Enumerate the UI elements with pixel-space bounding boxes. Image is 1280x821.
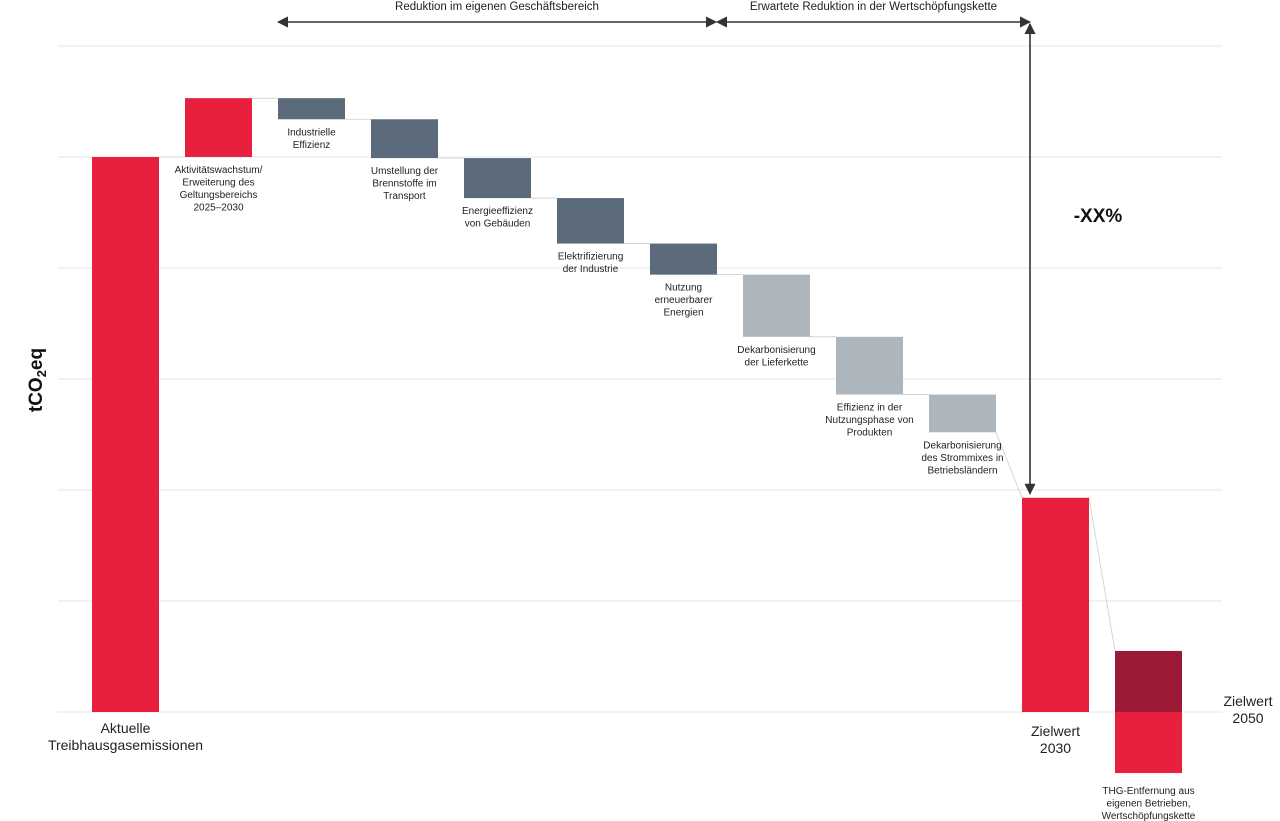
- bar-8: [836, 336, 903, 395]
- bar-6: [650, 243, 717, 275]
- bar-10: [1022, 497, 1089, 712]
- bar-label-0: Aktuelle Treibhausgasemissionen: [48, 720, 203, 753]
- bar-labels: Aktuelle Treibhausgasemissionen Aktivitäts…: [48, 127, 1273, 821]
- bar-1: [185, 98, 252, 157]
- bar-label-7: Dekarbonisierung der Lieferkette: [737, 345, 815, 369]
- bar-removal: [1115, 712, 1182, 774]
- bar-11: [1115, 650, 1182, 712]
- bar-label-11: Zielwert 2050: [1223, 693, 1272, 726]
- bar-label-10: Zielwert 2030: [1031, 723, 1080, 756]
- bar-5: [557, 198, 624, 244]
- bar-label-6: Nutzung erneuerbarer Energien: [655, 283, 713, 319]
- annotations: Reduktion im eigenen Geschäftsbereich Erw…: [276, 1, 1036, 495]
- bar-label-4: Energieeffizienz von Gebäuden: [462, 206, 533, 230]
- bar-2: [278, 98, 345, 120]
- reduction-percentage: -XX%: [1074, 206, 1123, 227]
- bar-9: [929, 394, 996, 433]
- bar-label-9: Dekarbonisierung des Strommixes in Betrieb…: [921, 440, 1003, 476]
- bar-7: [743, 274, 810, 337]
- removal-label: THG-Entfernung aus eigenen Betrieben, Wert…: [1102, 786, 1196, 821]
- bar-label-2: Industrielle Effizienz: [287, 127, 336, 151]
- bar-3: [371, 119, 438, 159]
- range-label-1: Erwartete Reduktion in der Wertschöpfung…: [750, 1, 997, 13]
- range-label-0: Reduktion im eigenen Geschäftsbereich: [395, 1, 599, 13]
- y-axis-label: tCO2eq: [26, 348, 49, 412]
- bar-label-8: Effizienz in der Nutzungsphase von Produkt…: [825, 403, 913, 439]
- bar-0: [92, 157, 159, 712]
- connectors: [159, 97, 1116, 652]
- bar-4: [464, 158, 531, 199]
- connector-10: [1088, 497, 1116, 652]
- bars: [92, 98, 1182, 774]
- connector-9: [995, 432, 1023, 498]
- bar-label-3: Umstellung der Brennstoffe im Transport: [371, 166, 439, 202]
- bar-label-5: Elektrifizierung der Industrie: [558, 252, 624, 276]
- bar-label-1: Aktivitätswachstum/Erweiterung des Geltun…: [175, 165, 263, 214]
